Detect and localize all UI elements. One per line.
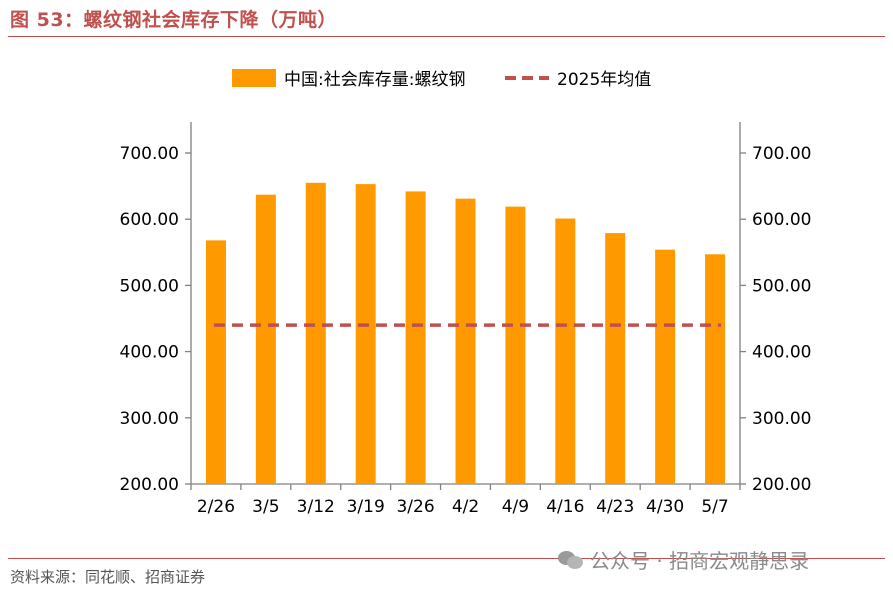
chart-legend: 中国:社会库存量:螺纹钢 2025年均值 [232, 69, 651, 90]
title-divider [8, 36, 885, 37]
legend-label-inventory: 中国:社会库存量:螺纹钢 [284, 70, 465, 90]
right-y-tick-label: 600.00 [752, 210, 811, 230]
legend-bar-swatch [232, 69, 276, 87]
left-y-tick-label: 400.00 [120, 343, 179, 363]
right-y-tick-label: 700.00 [752, 144, 811, 164]
inventory-bar [255, 194, 276, 484]
x-ticks: 2/26 3/5 3/12 3/19 3/26 4/2 4/9 4/16 4/23 4/30 5/7 [190, 484, 741, 517]
x-tick-label: 4/16 [546, 497, 584, 517]
inventory-bar [555, 218, 576, 484]
watermark: 公众号 · 招商宏观静思录 [558, 545, 809, 574]
source-note: 资料来源：同花顺、招商证券 [10, 568, 206, 586]
rebar-inventory-chart: 中国:社会库存量:螺纹钢 2025年均值 200.00 300.00 400.00 5… [120, 69, 811, 517]
right-y-tick-label: 400.00 [752, 343, 811, 363]
right-y-ticks: 200.00 300.00 400.00 500.00 600.00 700.00 [740, 144, 811, 495]
watermark-text: 公众号 · 招商宏观静思录 [590, 549, 810, 573]
x-tick-label: 3/26 [396, 497, 434, 517]
x-tick-label: 4/23 [596, 497, 634, 517]
inventory-bar [405, 191, 426, 484]
inventory-bar [355, 184, 376, 484]
x-tick-label: 3/12 [297, 497, 335, 517]
inventory-bar [705, 254, 726, 484]
inventory-bar [655, 249, 676, 484]
legend-label-avg: 2025年均值 [557, 70, 651, 90]
x-tick-label: 2/26 [197, 497, 235, 517]
inventory-bar [605, 233, 626, 484]
left-y-ticks: 200.00 300.00 400.00 500.00 600.00 700.00 [120, 144, 191, 495]
x-tick-label: 4/9 [502, 497, 529, 517]
left-y-tick-label: 300.00 [120, 409, 179, 429]
right-y-tick-label: 300.00 [752, 409, 811, 429]
x-tick-label: 3/19 [347, 497, 385, 517]
left-y-tick-label: 700.00 [120, 144, 179, 164]
left-y-tick-label: 200.00 [120, 475, 179, 495]
x-tick-label: 5/7 [701, 497, 728, 517]
wechat-icon [558, 549, 584, 571]
inventory-bars [205, 182, 726, 485]
x-tick-label: 4/2 [452, 497, 479, 517]
figure-header: 图 53：螺纹钢社会库存下降（万吨） [10, 6, 337, 34]
footer-divider [8, 558, 885, 559]
right-y-tick-label: 200.00 [752, 475, 811, 495]
x-tick-label: 4/30 [646, 497, 684, 517]
figure-title: 图 53：螺纹钢社会库存下降（万吨） [10, 9, 338, 31]
inventory-bar [205, 240, 226, 484]
right-y-tick-label: 500.00 [752, 276, 811, 296]
left-y-tick-label: 500.00 [120, 276, 179, 296]
left-y-tick-label: 600.00 [120, 210, 179, 230]
inventory-bar [505, 206, 526, 484]
x-tick-label: 3/5 [252, 497, 279, 517]
inventory-bar [305, 182, 326, 485]
inventory-bar [455, 198, 476, 485]
